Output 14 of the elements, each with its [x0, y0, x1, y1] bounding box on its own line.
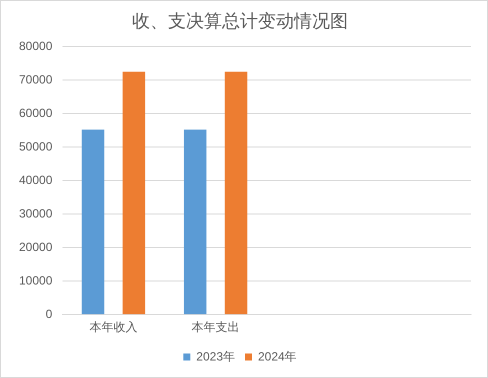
- y-tick-label: 70000: [18, 72, 53, 86]
- y-tick-label: 60000: [18, 106, 53, 120]
- legend-label: 2024年: [258, 349, 297, 364]
- legend-label: 2023年: [196, 349, 236, 364]
- x-tick-label: 本年支出: [192, 320, 240, 334]
- y-tick-label: 50000: [18, 139, 53, 154]
- y-tick-label: 30000: [18, 206, 53, 220]
- y-tick-label: 20000: [18, 240, 53, 254]
- y-tick-label: 0: [46, 306, 53, 321]
- y-tick-label: 40000: [18, 172, 53, 187]
- x-tick-label: 本年收入: [89, 320, 138, 334]
- y-tick-label: 10000: [18, 273, 53, 288]
- y-tick-label: 80000: [18, 38, 53, 53]
- chart-title: 收、支决算总计变动情况图: [132, 10, 348, 31]
